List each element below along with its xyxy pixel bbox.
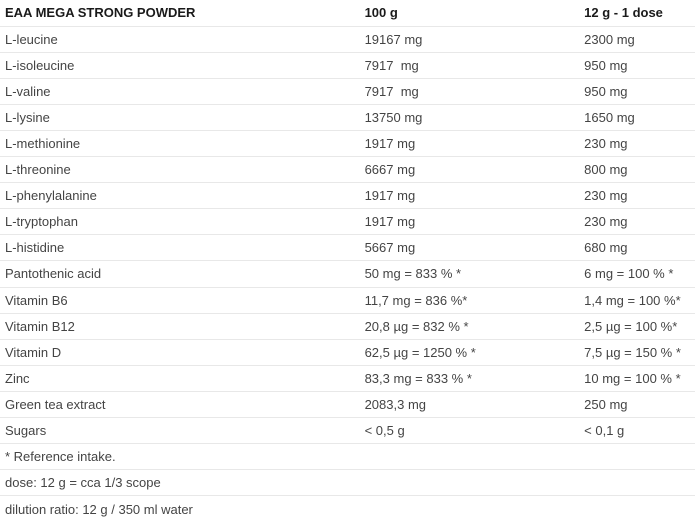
footnote-row: dilution ratio: 12 g / 350 ml water bbox=[0, 496, 695, 522]
value-per-100g: 13750 mg bbox=[359, 104, 580, 131]
footnote-text: * Reference intake. bbox=[0, 443, 695, 471]
nutrient-name: Vitamin B6 bbox=[0, 287, 360, 314]
nutrient-name: L-valine bbox=[0, 78, 360, 105]
value-per-100g: 1917 mg bbox=[359, 130, 580, 158]
value-per-dose: 800 mg bbox=[579, 156, 695, 184]
value-per-dose: 10 mg = 100 % * bbox=[579, 365, 695, 392]
value-per-dose: 2,5 µg = 100 %* bbox=[579, 313, 695, 340]
value-per-100g: 1917 mg bbox=[359, 182, 580, 210]
column-header-per-dose: 12 g - 1 dose bbox=[579, 0, 695, 27]
nutrient-name: Vitamin D bbox=[0, 339, 360, 366]
nutrient-name: L-lysine bbox=[0, 104, 360, 131]
value-per-dose: 230 mg bbox=[579, 130, 695, 158]
nutrient-name: Green tea extract bbox=[0, 391, 360, 419]
column-header-per-100g: 100 g bbox=[359, 0, 580, 27]
value-per-dose: 680 mg bbox=[579, 234, 695, 262]
table-row: L-methionine 1917 mg 230 mg bbox=[0, 130, 695, 158]
value-per-dose: 6 mg = 100 % * bbox=[579, 260, 695, 288]
value-per-100g: 50 mg = 833 % * bbox=[359, 260, 580, 288]
table-row: Sugars < 0,5 g < 0,1 g bbox=[0, 417, 695, 445]
value-per-dose: 230 mg bbox=[579, 208, 695, 236]
value-per-dose: 950 mg bbox=[579, 52, 695, 79]
table-row: L-isoleucine 7917 mg 950 mg bbox=[0, 52, 695, 79]
nutrient-name: Zinc bbox=[0, 365, 360, 392]
table-row: L-valine 7917 mg 950 mg bbox=[0, 78, 695, 105]
table-row: L-leucine 19167 mg 2300 mg bbox=[0, 26, 695, 53]
value-per-100g: 7917 mg bbox=[359, 52, 580, 79]
nutrient-name: Sugars bbox=[0, 417, 360, 445]
nutrient-name: L-phenylalanine bbox=[0, 182, 360, 210]
table-row: Vitamin B6 11,7 mg = 836 %* 1,4 mg = 100 %… bbox=[0, 287, 695, 314]
value-per-dose: 2300 mg bbox=[579, 26, 695, 53]
value-per-100g: 7917 mg bbox=[359, 78, 580, 105]
table-row: L-histidine 5667 mg 680 mg bbox=[0, 234, 695, 262]
value-per-dose: 1,4 mg = 100 %* bbox=[579, 287, 695, 314]
value-per-100g: 11,7 mg = 836 %* bbox=[359, 287, 580, 314]
value-per-dose: 230 mg bbox=[579, 182, 695, 210]
table-row: Zinc 83,3 mg = 833 % * 10 mg = 100 % * bbox=[0, 365, 695, 392]
table-row: Green tea extract 2083,3 mg 250 mg bbox=[0, 391, 695, 419]
nutrient-name: Pantothenic acid bbox=[0, 260, 360, 288]
nutrient-name: L-threonine bbox=[0, 156, 360, 184]
table-row: L-threonine 6667 mg 800 mg bbox=[0, 156, 695, 184]
table-row: Vitamin D 62,5 µg = 1250 % * 7,5 µg = 150 … bbox=[0, 339, 695, 366]
value-per-100g: 20,8 µg = 832 % * bbox=[359, 313, 580, 340]
value-per-100g: 2083,3 mg bbox=[359, 391, 580, 419]
product-title: EAA MEGA STRONG POWDER bbox=[0, 0, 360, 27]
value-per-100g: 6667 mg bbox=[359, 156, 580, 184]
nutrient-name: L-isoleucine bbox=[0, 52, 360, 79]
value-per-dose: < 0,1 g bbox=[579, 417, 695, 445]
table-row: Vitamin B12 20,8 µg = 832 % * 2,5 µg = 100… bbox=[0, 313, 695, 340]
value-per-dose: 7,5 µg = 150 % * bbox=[579, 339, 695, 366]
value-per-dose: 1650 mg bbox=[579, 104, 695, 131]
value-per-dose: 950 mg bbox=[579, 78, 695, 105]
table-row: L-phenylalanine 1917 mg 230 mg bbox=[0, 182, 695, 210]
table-row: L-tryptophan 1917 mg 230 mg bbox=[0, 208, 695, 236]
footnote-text: dose: 12 g = cca 1/3 scope bbox=[0, 469, 695, 497]
value-per-100g: 83,3 mg = 833 % * bbox=[359, 365, 580, 392]
value-per-dose: 250 mg bbox=[579, 391, 695, 419]
table-header-row: EAA MEGA STRONG POWDER 100 g 12 g - 1 do… bbox=[0, 0, 695, 27]
footnote-row: * Reference intake. bbox=[0, 443, 695, 471]
value-per-100g: 19167 mg bbox=[359, 26, 580, 53]
value-per-100g: 5667 mg bbox=[359, 234, 580, 262]
nutrient-name: L-leucine bbox=[0, 26, 360, 53]
value-per-100g: 62,5 µg = 1250 % * bbox=[359, 339, 580, 366]
footnote-row: dose: 12 g = cca 1/3 scope bbox=[0, 469, 695, 497]
nutrient-name: L-histidine bbox=[0, 234, 360, 262]
value-per-100g: < 0,5 g bbox=[359, 417, 580, 445]
value-per-100g: 1917 mg bbox=[359, 208, 580, 236]
footnote-text: dilution ratio: 12 g / 350 ml water bbox=[5, 501, 193, 517]
table-row: L-lysine 13750 mg 1650 mg bbox=[0, 104, 695, 131]
nutrient-name: L-methionine bbox=[0, 130, 360, 158]
nutrient-name: L-tryptophan bbox=[0, 208, 360, 236]
table-row: Pantothenic acid 50 mg = 833 % * 6 mg = 10… bbox=[0, 260, 695, 288]
nutrient-name: Vitamin B12 bbox=[0, 313, 360, 340]
